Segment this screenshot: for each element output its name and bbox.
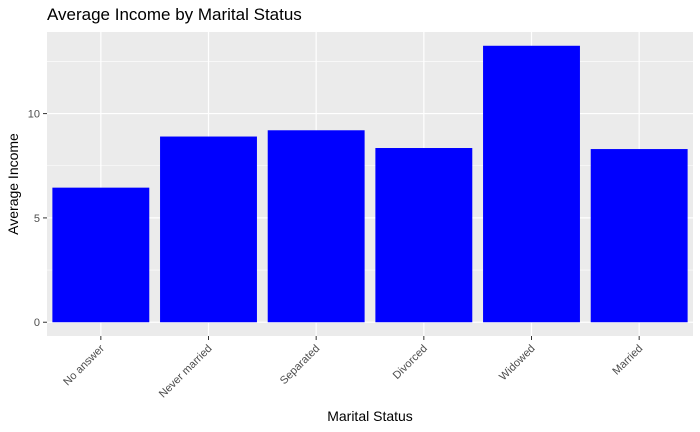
chart-title: Average Income by Marital Status bbox=[47, 5, 302, 24]
bar bbox=[375, 148, 473, 323]
y-axis-title: Average Income bbox=[5, 133, 21, 235]
x-tick-label: No answer bbox=[61, 342, 107, 388]
x-tick-label: Divorced bbox=[391, 343, 430, 382]
bar bbox=[52, 187, 150, 323]
bar bbox=[267, 130, 365, 323]
x-tick-label: Separated bbox=[278, 343, 322, 387]
x-axis-title: Marital Status bbox=[327, 408, 413, 424]
y-axis: 0 5 10 bbox=[28, 109, 47, 329]
y-tick-label: 5 bbox=[34, 213, 40, 225]
x-axis: No answer Never married Separated Divorced W… bbox=[61, 336, 645, 400]
x-tick-label: Never married bbox=[157, 343, 215, 401]
x-tick-label: Widowed bbox=[497, 343, 537, 383]
plot-panel bbox=[47, 32, 693, 336]
bar bbox=[590, 149, 688, 323]
x-tick-label: Married bbox=[610, 343, 645, 378]
y-tick-label: 0 bbox=[34, 317, 40, 329]
y-tick-label: 10 bbox=[28, 109, 40, 121]
bars bbox=[52, 45, 688, 323]
bar bbox=[160, 136, 257, 323]
bar bbox=[483, 45, 580, 323]
